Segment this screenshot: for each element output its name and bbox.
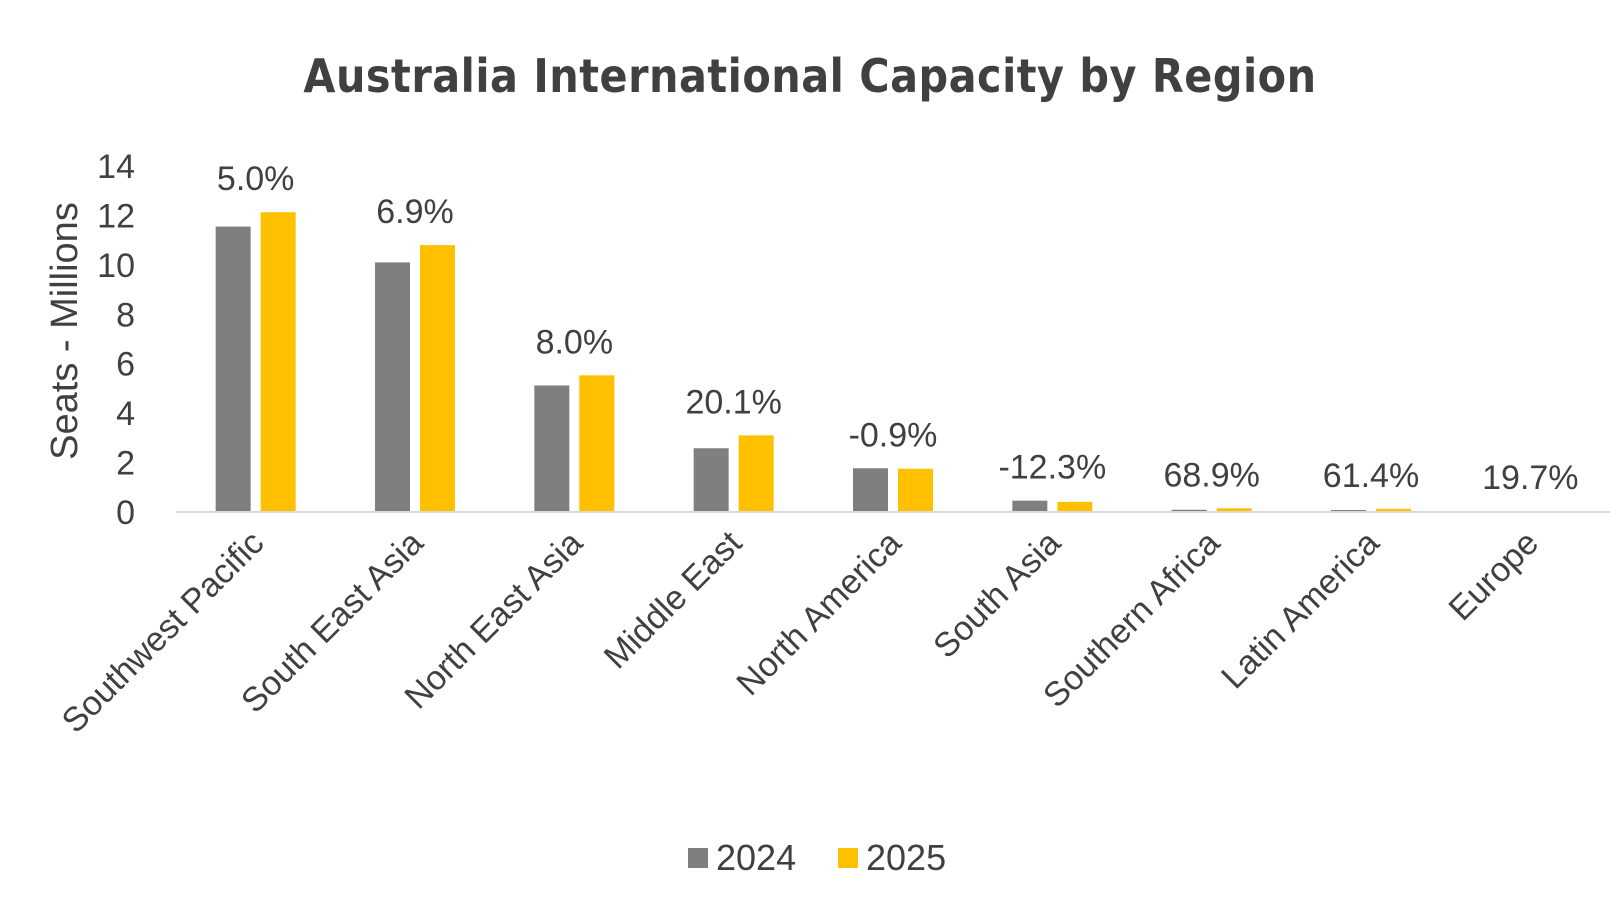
y-tick-label: 2 — [116, 445, 135, 483]
bar-2024-1 — [375, 262, 410, 512]
y-tick-label: 4 — [116, 395, 135, 433]
growth-annotations: 5.0% 6.9% 8.0% 20.1% -0.9% -12.3% 68.9% 61.4% 19… — [217, 160, 1579, 497]
growth-label: -0.9% — [849, 416, 938, 454]
legend-swatch-2024 — [688, 848, 708, 868]
category-label: Southwest Pacific — [55, 524, 272, 741]
category-label: South Asia — [926, 524, 1068, 666]
category-label: Middle East — [597, 523, 750, 676]
growth-label: -12.3% — [998, 449, 1106, 487]
category-label: Latin America — [1214, 524, 1387, 697]
y-axis-title: Seats - Millions — [44, 202, 86, 460]
growth-label: 61.4% — [1323, 457, 1419, 495]
bar-2025-7 — [1376, 508, 1411, 512]
y-tick-label: 0 — [116, 494, 135, 532]
legend-swatch-2025 — [838, 848, 858, 868]
y-tick-label: 8 — [116, 296, 135, 334]
bar-2025-2 — [579, 375, 615, 512]
bar-2024-5 — [1012, 500, 1048, 512]
legend-label: 2025 — [866, 837, 946, 878]
bar-2024-3 — [693, 448, 729, 512]
y-tick-label: 12 — [97, 197, 135, 235]
bar-2024-2 — [534, 385, 570, 512]
legend-label: 2024 — [716, 837, 796, 878]
bar-2024-4 — [853, 468, 888, 512]
growth-label: 6.9% — [376, 193, 454, 231]
legend: 2024 2025 — [688, 837, 946, 878]
y-tick-label: 10 — [97, 247, 135, 285]
bar-2025-3 — [738, 435, 774, 512]
growth-label: 20.1% — [685, 383, 781, 421]
y-tick-label: 14 — [97, 148, 135, 186]
bar-2025-6 — [1216, 508, 1252, 512]
y-tick-label: 6 — [116, 346, 135, 384]
category-label: North America — [729, 524, 908, 703]
bar-2024-6 — [1171, 509, 1207, 512]
bar-series — [215, 212, 1571, 513]
growth-label: 68.9% — [1163, 456, 1259, 494]
growth-label: 5.0% — [217, 160, 295, 198]
bar-2025-4 — [898, 468, 933, 512]
y-axis-ticks: 0 2 4 6 8 10 12 14 — [97, 148, 135, 532]
bar-2024-0 — [215, 226, 251, 513]
category-label: Europe — [1442, 524, 1546, 628]
bar-2025-1 — [420, 245, 455, 513]
bar-2025-5 — [1057, 501, 1093, 512]
growth-label: 19.7% — [1482, 459, 1578, 497]
growth-label: 8.0% — [536, 323, 614, 361]
chart-title: Australia International Capacity by Regi… — [303, 49, 1316, 103]
bar-2025-0 — [260, 212, 296, 513]
